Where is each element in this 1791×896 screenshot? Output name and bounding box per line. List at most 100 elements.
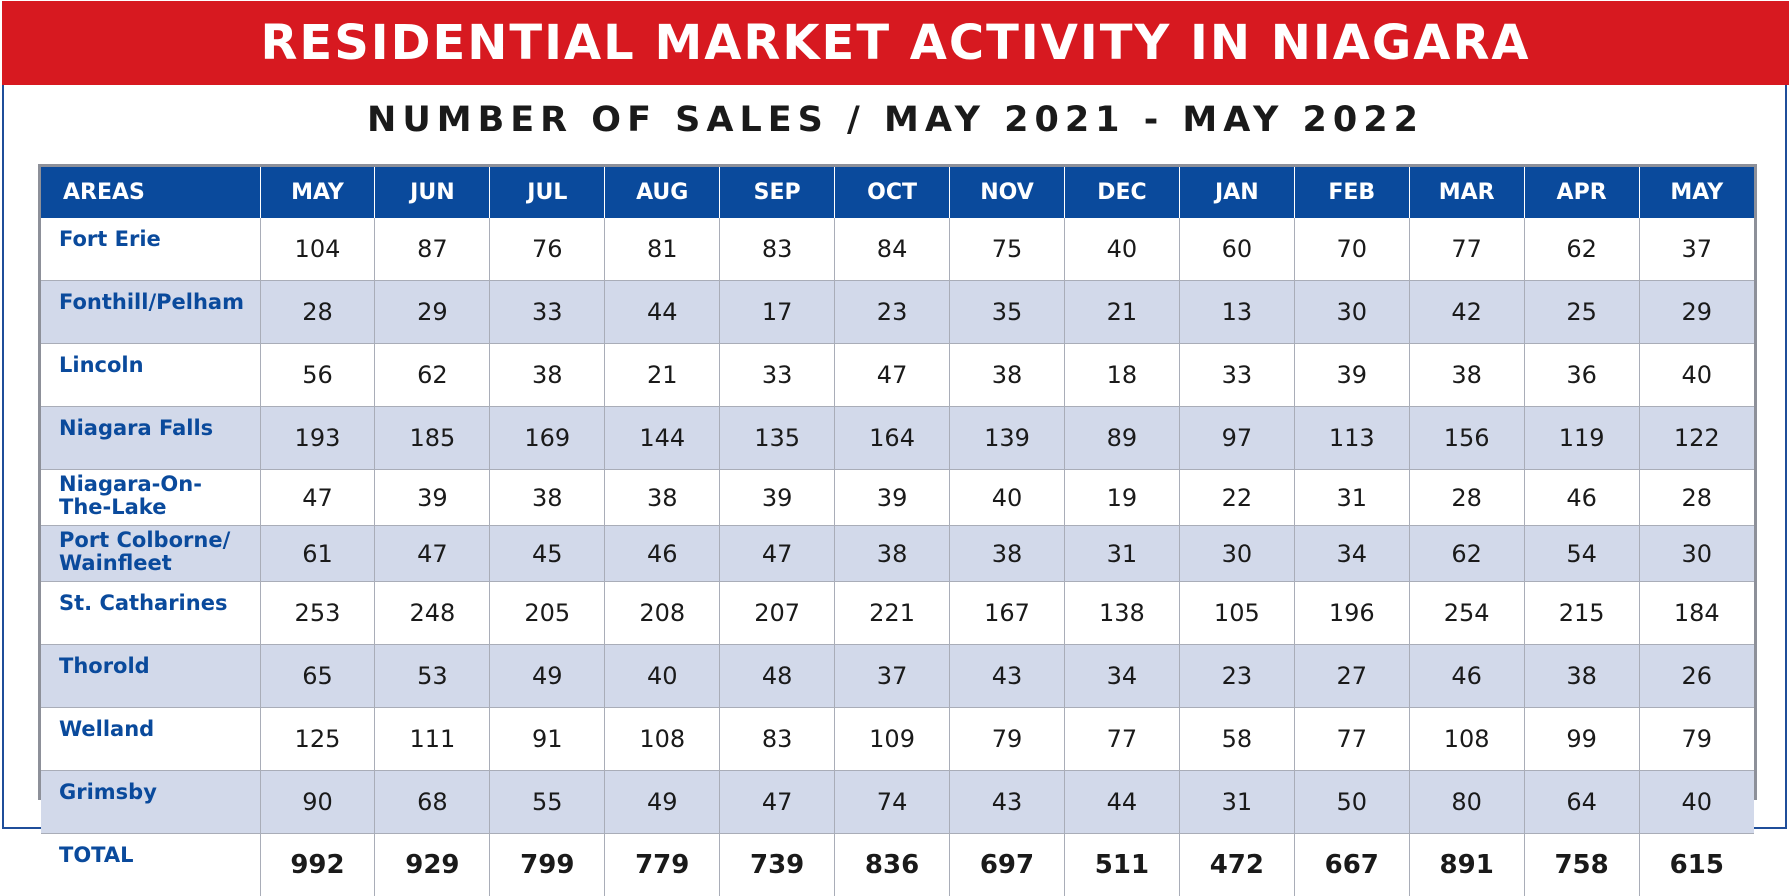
area-name-cell: Niagara Falls [41,407,260,470]
column-header-month: MAY [1639,167,1754,218]
area-name-cell: Welland [41,708,260,771]
sales-value-cell: 84 [835,218,950,281]
sales-value-cell: 44 [1064,771,1179,834]
sales-value-cell: 77 [1294,708,1409,771]
total-value-cell: 836 [835,834,950,896]
sales-value-cell: 38 [490,344,605,407]
page-title: RESIDENTIAL MARKET ACTIVITY IN NIAGARA [2,1,1789,85]
area-name-line: The-Lake [59,496,260,519]
column-header-month: JUN [375,167,490,218]
sales-value-cell: 83 [720,708,835,771]
total-value-cell: 667 [1294,834,1409,896]
sales-value-cell: 104 [260,218,375,281]
sales-value-cell: 77 [1064,708,1179,771]
total-label-cell: TOTAL [41,834,260,896]
sales-value-cell: 221 [835,582,950,645]
sales-value-cell: 43 [950,771,1065,834]
sales-value-cell: 125 [260,708,375,771]
sales-value-cell: 25 [1524,281,1639,344]
sales-value-cell: 196 [1294,582,1409,645]
sales-value-cell: 23 [835,281,950,344]
total-value-cell: 739 [720,834,835,896]
sales-value-cell: 248 [375,582,490,645]
sales-value-cell: 184 [1639,582,1754,645]
sales-value-cell: 47 [375,526,490,582]
area-name-cell: St. Catharines [41,582,260,645]
sales-value-cell: 108 [1409,708,1524,771]
sales-value-cell: 29 [1639,281,1754,344]
sales-value-cell: 81 [605,218,720,281]
column-header-month: AUG [605,167,720,218]
sales-value-cell: 122 [1639,407,1754,470]
sales-value-cell: 62 [375,344,490,407]
column-header-month: FEB [1294,167,1409,218]
sales-value-cell: 105 [1179,582,1294,645]
sales-value-cell: 28 [1639,470,1754,526]
sales-value-cell: 99 [1524,708,1639,771]
sales-value-cell: 38 [950,344,1065,407]
sales-value-cell: 34 [1294,526,1409,582]
sales-value-cell: 40 [605,645,720,708]
area-name-line: Niagara-On- [59,473,260,496]
sales-value-cell: 156 [1409,407,1524,470]
sales-value-cell: 22 [1179,470,1294,526]
total-value-cell: 929 [375,834,490,896]
sales-value-cell: 108 [605,708,720,771]
area-name-line: Wainfleet [59,552,260,575]
sales-value-cell: 28 [1409,470,1524,526]
page-subtitle: NUMBER OF SALES / MAY 2021 - MAY 2022 [0,94,1791,146]
sales-value-cell: 39 [720,470,835,526]
sales-value-cell: 21 [605,344,720,407]
sales-value-cell: 13 [1179,281,1294,344]
area-name-cell: Niagara-On-The-Lake [41,470,260,526]
sales-value-cell: 77 [1409,218,1524,281]
area-name-cell: Port Colborne/Wainfleet [41,526,260,582]
sales-value-cell: 205 [490,582,605,645]
area-name-cell: Lincoln [41,344,260,407]
sales-value-cell: 79 [1639,708,1754,771]
sales-value-cell: 44 [605,281,720,344]
sales-value-cell: 30 [1179,526,1294,582]
sales-value-cell: 87 [375,218,490,281]
sales-value-cell: 19 [1064,470,1179,526]
sales-value-cell: 26 [1639,645,1754,708]
sales-value-cell: 17 [720,281,835,344]
sales-value-cell: 23 [1179,645,1294,708]
sales-value-cell: 89 [1064,407,1179,470]
sales-value-cell: 83 [720,218,835,281]
total-value-cell: 799 [490,834,605,896]
total-value-cell: 758 [1524,834,1639,896]
sales-value-cell: 33 [1179,344,1294,407]
sales-value-cell: 27 [1294,645,1409,708]
sales-value-cell: 35 [950,281,1065,344]
sales-value-cell: 53 [375,645,490,708]
sales-value-cell: 39 [1294,344,1409,407]
sales-value-cell: 68 [375,771,490,834]
sales-value-cell: 43 [950,645,1065,708]
area-name-cell: Grimsby [41,771,260,834]
sales-value-cell: 47 [260,470,375,526]
total-value-cell: 992 [260,834,375,896]
sales-value-cell: 29 [375,281,490,344]
sales-value-cell: 33 [490,281,605,344]
sales-value-cell: 37 [835,645,950,708]
sales-value-cell: 58 [1179,708,1294,771]
column-header-month: MAR [1409,167,1524,218]
sales-value-cell: 54 [1524,526,1639,582]
sales-value-cell: 47 [720,771,835,834]
sales-value-cell: 45 [490,526,605,582]
sales-value-cell: 138 [1064,582,1179,645]
sales-value-cell: 60 [1179,218,1294,281]
sales-value-cell: 113 [1294,407,1409,470]
sales-value-cell: 49 [605,771,720,834]
sales-value-cell: 164 [835,407,950,470]
sales-value-cell: 74 [835,771,950,834]
